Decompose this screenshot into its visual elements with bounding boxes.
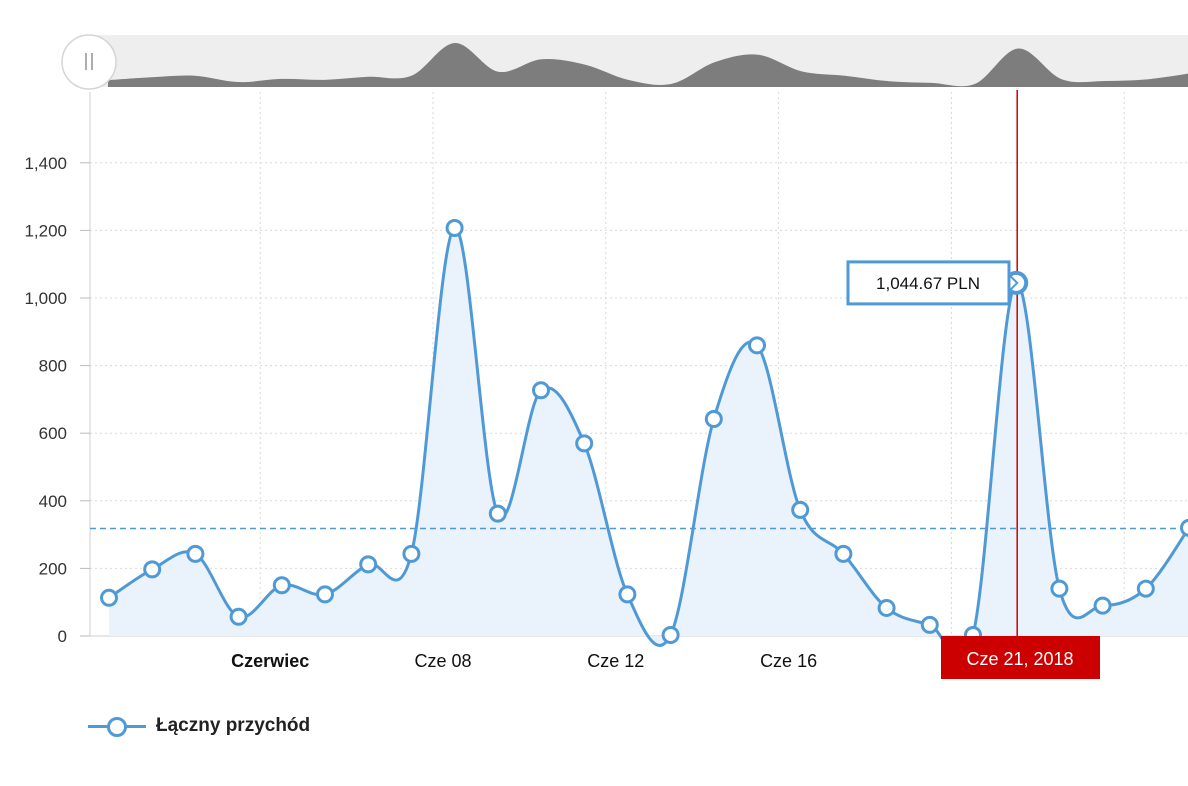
y-tick-label: 800 xyxy=(39,357,67,376)
data-point xyxy=(229,607,248,626)
data-point xyxy=(316,585,334,604)
data-point xyxy=(186,544,205,563)
data-point xyxy=(1093,596,1112,615)
data-point xyxy=(100,588,118,607)
data-point xyxy=(575,434,594,453)
x-tick-label: Cze 16 xyxy=(760,651,817,671)
legend-series-marker xyxy=(88,712,146,740)
navigator-handle[interactable] xyxy=(61,34,117,90)
navigator[interactable] xyxy=(61,34,1188,90)
data-point xyxy=(834,544,853,563)
y-axis: 0 200 400 600 800 1,000 1,200 1,400 xyxy=(24,154,90,646)
legend[interactable]: Łączny przychód xyxy=(88,712,310,740)
x-tick-label: Cze 08 xyxy=(414,651,471,671)
y-tick-label: 600 xyxy=(39,424,67,443)
y-tick-label: 400 xyxy=(39,492,67,511)
data-point xyxy=(618,585,637,604)
data-point xyxy=(661,625,680,644)
y-tick-label: 1,400 xyxy=(24,154,67,173)
cursor-date-box xyxy=(941,636,1100,679)
data-point xyxy=(532,381,550,400)
legend-series-label: Łączny przychód xyxy=(156,715,311,736)
data-point xyxy=(445,219,464,238)
y-tick-label: 1,200 xyxy=(24,221,67,240)
data-point xyxy=(402,544,421,563)
navigator-series-area xyxy=(108,42,1188,87)
cursor-date-label: Cze 21, 2018 xyxy=(966,649,1073,669)
data-point xyxy=(1136,579,1155,598)
x-axis: Czerwiec Cze 08 Cze 12 Cze 16 xyxy=(231,651,817,671)
data-point xyxy=(920,615,939,634)
y-tick-label: 0 xyxy=(58,627,67,646)
grip-icon xyxy=(85,53,93,70)
data-point xyxy=(877,598,896,617)
data-point xyxy=(791,500,810,519)
series-area xyxy=(109,228,1188,659)
y-tick-label: 1,000 xyxy=(24,289,67,308)
data-point xyxy=(359,555,378,574)
overlay: 1,044.67 PLN Cze 21, 2018 xyxy=(846,90,1100,679)
data-point xyxy=(488,504,507,523)
y-tick-label: 200 xyxy=(39,559,67,578)
data-point xyxy=(1050,579,1069,598)
data-point xyxy=(272,576,291,595)
tooltip-pointer-icon xyxy=(1009,275,1019,291)
data-point xyxy=(1180,518,1188,537)
x-tick-label: Czerwiec xyxy=(231,651,309,671)
tooltip-text: 1,044.67 PLN xyxy=(876,274,980,293)
data-point xyxy=(704,410,723,429)
data-point xyxy=(143,560,162,579)
x-tick-label: Cze 12 xyxy=(587,651,644,671)
data-point xyxy=(748,336,766,355)
tooltip-box xyxy=(846,260,1011,306)
